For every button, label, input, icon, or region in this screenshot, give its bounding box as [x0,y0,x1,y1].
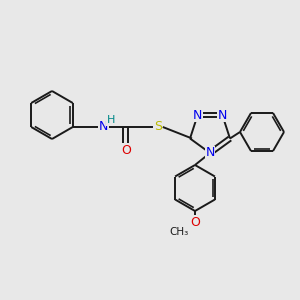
Text: N: N [205,146,215,160]
Text: CH₃: CH₃ [169,227,189,237]
Text: S: S [154,121,162,134]
Text: N: N [218,109,227,122]
Text: O: O [121,143,131,157]
Text: H: H [106,115,115,125]
Text: N: N [193,109,202,122]
Text: O: O [190,215,200,229]
Text: N: N [99,121,109,134]
